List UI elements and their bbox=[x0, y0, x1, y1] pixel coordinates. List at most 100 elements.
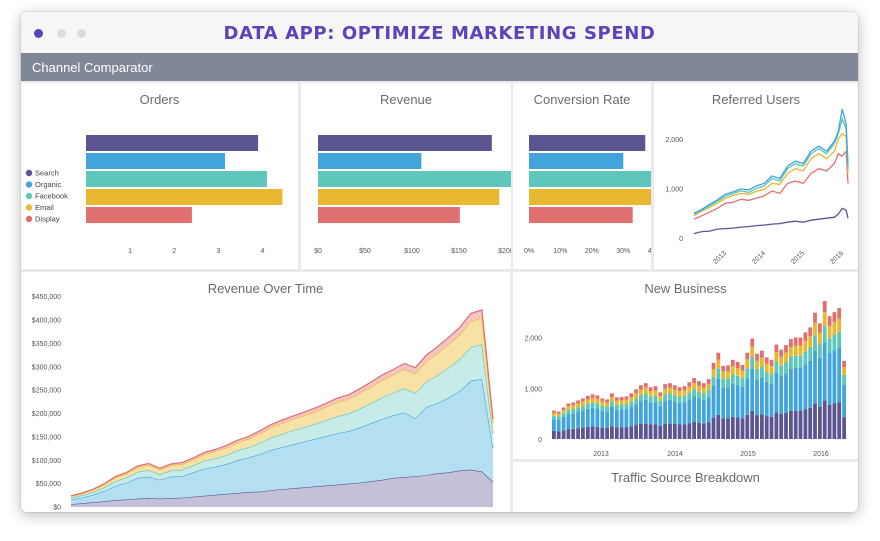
new-business-bar-email bbox=[837, 318, 842, 332]
orders-title: Orders bbox=[139, 92, 180, 107]
new-business-bar-email bbox=[827, 326, 832, 339]
new-business-bar-display bbox=[750, 338, 755, 347]
new-business-bar-organic bbox=[648, 402, 653, 425]
new-business-bar-organic bbox=[663, 400, 667, 424]
new-business-bar-email bbox=[711, 369, 716, 377]
new-business-bar-display bbox=[561, 407, 566, 410]
new-business-bar-organic bbox=[730, 383, 735, 417]
new-business-bar-search bbox=[571, 428, 576, 439]
new-business-bar-facebook bbox=[735, 375, 740, 386]
new-business-bar-email bbox=[634, 393, 638, 399]
new-business-bar-organic bbox=[701, 399, 706, 424]
new-business-bar-search bbox=[774, 412, 779, 439]
new-business-bar-email bbox=[808, 336, 813, 348]
new-business-bar-display bbox=[692, 378, 696, 383]
new-business-bar-organic bbox=[668, 399, 672, 424]
new-business-bar-search bbox=[624, 427, 629, 439]
orders-tick-label: 1 bbox=[128, 248, 132, 255]
new-business-bar-email bbox=[701, 387, 706, 394]
new-business-bar-email bbox=[813, 322, 817, 336]
new-business-bar-display bbox=[677, 387, 682, 392]
revenue-time-ytick-label: $0 bbox=[53, 505, 61, 512]
new-business-bar-search bbox=[648, 424, 653, 439]
new-business-bar-display bbox=[726, 365, 730, 372]
new-business-bar-display bbox=[552, 410, 556, 413]
new-business-bar-search bbox=[682, 424, 687, 439]
new-business-bar-search bbox=[692, 422, 696, 439]
new-business-bar-display bbox=[595, 395, 600, 399]
new-business-bar-display bbox=[755, 353, 759, 361]
revenue-time-line-display bbox=[70, 308, 494, 497]
new-business-bar-email bbox=[663, 388, 667, 395]
new-business-xtick-label: 2015 bbox=[740, 451, 756, 458]
new-business-bar-organic bbox=[793, 368, 798, 411]
new-business-bar-display bbox=[716, 352, 721, 360]
new-business-bar-facebook bbox=[677, 396, 682, 403]
new-business-bar-display bbox=[581, 398, 585, 402]
new-business-bar-facebook bbox=[764, 372, 769, 382]
new-business-bar-display bbox=[745, 352, 750, 360]
new-business-bar-facebook bbox=[808, 347, 813, 361]
new-business-bar-facebook bbox=[552, 415, 556, 420]
new-business-bar-search bbox=[832, 403, 837, 439]
new-business-bar-display bbox=[730, 359, 735, 367]
new-business-bar-search bbox=[716, 414, 721, 439]
new-business-bar-facebook bbox=[798, 355, 803, 368]
new-business-bar-facebook bbox=[571, 409, 576, 414]
legend-label-facebook: Facebook bbox=[35, 192, 68, 201]
new-business-bar-facebook bbox=[576, 407, 580, 412]
legend-swatch-search bbox=[25, 169, 33, 177]
new-business-bar-email bbox=[682, 390, 687, 396]
new-business-bar-email bbox=[779, 356, 784, 366]
new-business-bar-display bbox=[760, 350, 764, 358]
new-business-bar-email bbox=[643, 387, 648, 394]
new-business-bar-organic bbox=[610, 407, 614, 427]
new-business-bar-organic bbox=[789, 369, 793, 411]
orders-panel: Orders 1 2 3 4 Search Organic Facebook Email Dis… bbox=[21, 83, 298, 269]
new-business-bar-display bbox=[682, 386, 687, 391]
new-business-bar-facebook bbox=[624, 404, 629, 410]
new-business-bar-search bbox=[803, 409, 808, 439]
new-business-bar-email bbox=[784, 352, 788, 362]
conversion-panel: Conversion Rate 0% 10% 20% 30% 40% bbox=[513, 83, 651, 269]
new-business-bar-search bbox=[745, 414, 750, 439]
new-business-bar-organic bbox=[552, 419, 556, 431]
new-business-bar-display bbox=[784, 345, 788, 353]
new-business-bar-display bbox=[803, 332, 808, 341]
window-dot-active[interactable] bbox=[34, 29, 43, 38]
conversion-title: Conversion Rate bbox=[533, 92, 631, 107]
conversion-chart: 0% 10% 20% 30% 40% bbox=[524, 135, 651, 255]
new-business-bar-organic bbox=[813, 350, 817, 404]
app-window: DATA APP: OPTIMIZE MARKETING SPEND Chann… bbox=[21, 12, 858, 512]
new-business-bar-display bbox=[740, 364, 745, 371]
new-business-bar-facebook bbox=[822, 325, 827, 343]
new-business-bar-organic bbox=[697, 398, 701, 423]
new-business-bar-organic bbox=[614, 409, 619, 428]
new-business-bar-display bbox=[764, 357, 769, 364]
new-business-bar-email bbox=[552, 412, 556, 416]
new-business-bar-facebook bbox=[668, 393, 672, 400]
window-dot[interactable] bbox=[77, 29, 86, 38]
new-business-bar-email bbox=[789, 347, 793, 357]
new-business-bar-facebook bbox=[701, 393, 706, 400]
revenue-tick-label: $100 bbox=[404, 248, 420, 255]
new-business-bar-email bbox=[595, 398, 600, 404]
new-business-bar-search bbox=[818, 406, 822, 439]
new-business-bar-organic bbox=[619, 409, 624, 428]
new-business-bar-search bbox=[808, 407, 813, 439]
revenue-time-ytick-label: $100,000 bbox=[32, 458, 61, 465]
new-business-bar-organic bbox=[639, 401, 643, 424]
new-business-bar-facebook bbox=[726, 378, 730, 388]
new-business-bar-display bbox=[779, 349, 784, 357]
new-business-bar-display bbox=[663, 384, 667, 389]
new-business-bar-email bbox=[624, 399, 629, 405]
window-dot[interactable] bbox=[57, 29, 66, 38]
new-business-bar-display bbox=[610, 393, 614, 397]
new-business-bar-display bbox=[672, 385, 677, 390]
new-business-bar-facebook bbox=[619, 404, 624, 410]
new-business-bar-email bbox=[610, 397, 614, 402]
new-business-bar-search bbox=[764, 416, 769, 439]
new-business-bar-display bbox=[793, 337, 798, 346]
new-business-bar-email bbox=[576, 403, 580, 408]
new-business-bar-organic bbox=[837, 347, 842, 403]
